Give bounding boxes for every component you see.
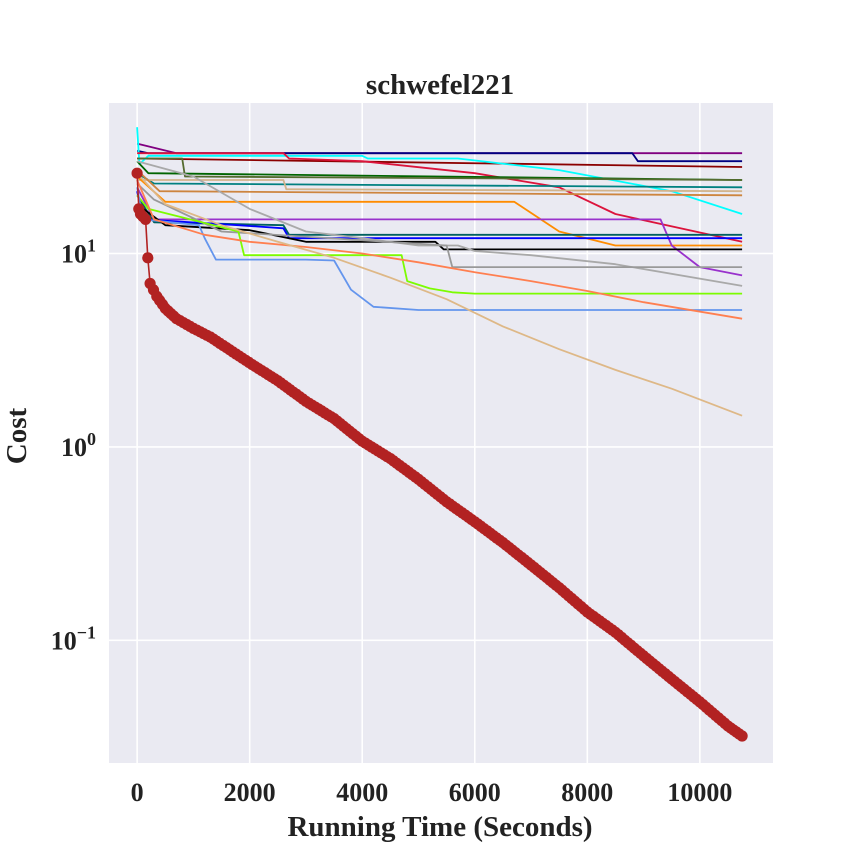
data-point (140, 213, 152, 225)
y-tick-exponent: −1 (77, 622, 96, 642)
x-tick-label: 4000 (336, 778, 388, 807)
y-tick-label: 10−1 (51, 622, 96, 655)
series-line-crimson (137, 152, 743, 243)
series-line-darkred (137, 157, 743, 168)
series-line-burlywood (136, 172, 743, 417)
series-line-darkgreen (136, 160, 743, 181)
series-line-black (136, 203, 743, 251)
series-line-darkorange (136, 175, 743, 247)
series-line-cornflowerblue (136, 187, 743, 311)
x-tick-label: 10000 (667, 778, 732, 807)
grid-lines (109, 103, 773, 763)
data-point (736, 730, 748, 742)
series-line-teal (136, 172, 743, 189)
x-axis-ticks: 0 2000 4000 6000 8000 10000 (131, 778, 733, 807)
series-line-cyan (136, 127, 743, 215)
x-tick-label: 6000 (449, 778, 501, 807)
series-line-darkgray (136, 160, 743, 287)
x-tick-label: 8000 (561, 778, 613, 807)
series-line-darkolive (137, 157, 743, 181)
series-line-tan (137, 179, 743, 193)
series-layer (131, 127, 748, 742)
series-line-peru (136, 169, 743, 197)
x-tick-label: 0 (131, 778, 144, 807)
y-axis-label: Cost (1, 407, 33, 464)
series-line-gray (136, 182, 743, 269)
y-tick-label: 100 (61, 429, 96, 462)
series-line-coral (136, 179, 743, 320)
x-axis-label: Running Time (Seconds) (287, 811, 592, 843)
y-tick-base: 10 (61, 433, 87, 462)
chart-title: schwefel221 (366, 69, 514, 101)
data-point (131, 167, 143, 179)
series-line-chartreuse (136, 194, 743, 295)
y-tick-exponent: 1 (87, 235, 96, 255)
data-point (142, 252, 154, 264)
plot-area (109, 103, 773, 763)
x-tick-label: 2000 (224, 778, 276, 807)
y-tick-base: 10 (61, 239, 87, 268)
y-tick-label: 101 (61, 235, 96, 268)
y-tick-base: 10 (51, 626, 77, 655)
y-tick-exponent: 0 (87, 429, 96, 449)
